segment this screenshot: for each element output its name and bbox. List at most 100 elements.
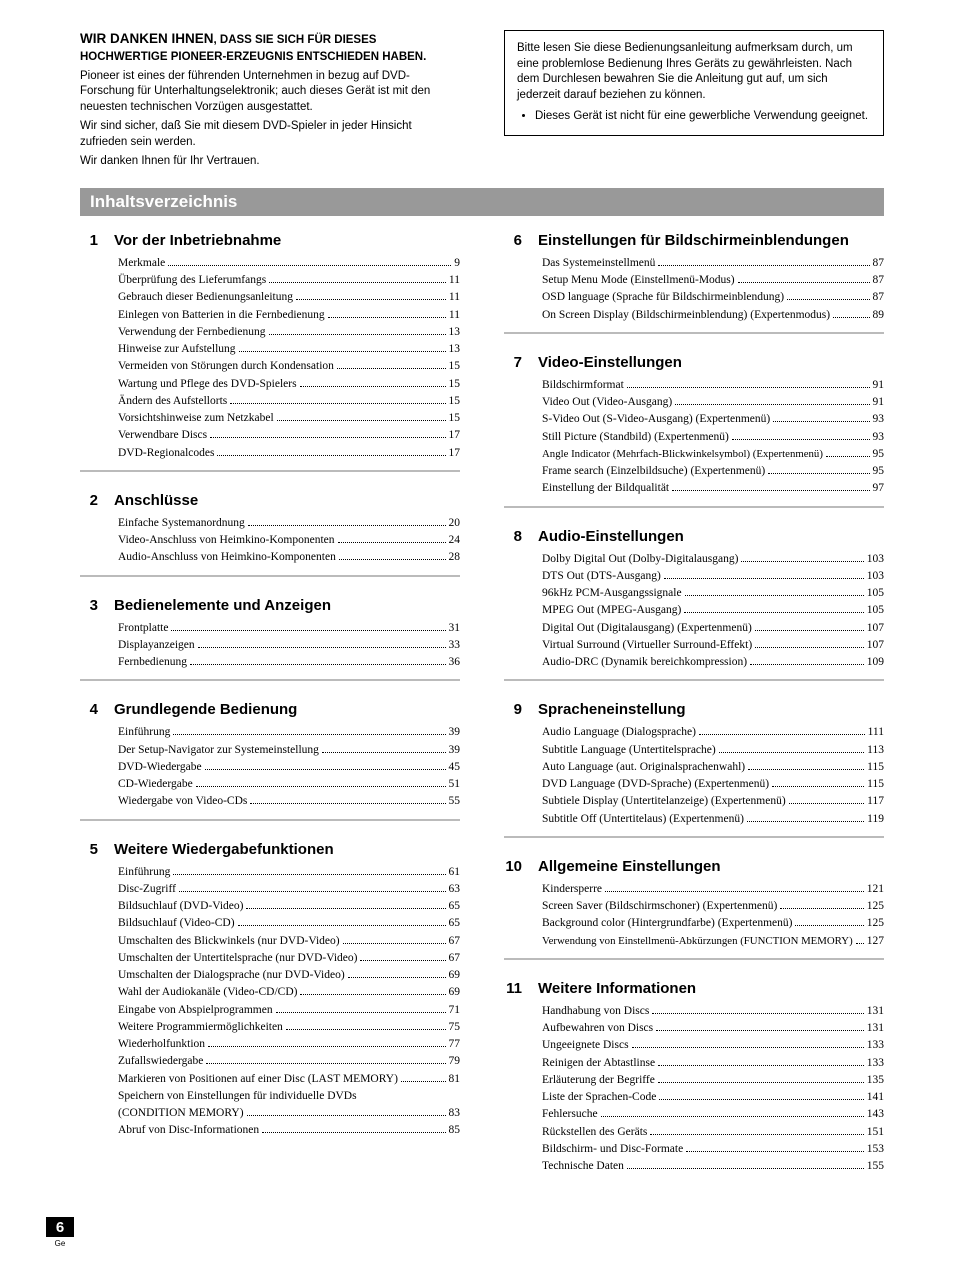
entry-label: Einstellung der Bildqualität (542, 480, 669, 497)
entry-page: 89 (873, 307, 885, 324)
entry-dots (328, 317, 446, 318)
toc-entry: Wiederholfunktion77 (118, 1036, 460, 1053)
entry-page: 87 (873, 255, 885, 272)
entry-dots (337, 368, 446, 369)
entry-dots (338, 542, 446, 543)
entry-page: 15 (449, 358, 461, 375)
entry-label: Audio Language (Dialogsprache) (542, 724, 696, 741)
toc-entry: DVD-Regionalcodes17 (118, 445, 460, 462)
section-number: 1 (80, 232, 98, 249)
entry-label: S-Video Out (S-Video-Ausgang) (Expertenm… (542, 411, 770, 428)
entry-page: 9 (454, 255, 460, 272)
entry-dots (768, 473, 869, 474)
section-title: Weitere Wiedergabefunktionen (114, 841, 460, 858)
entry-page: 67 (449, 950, 461, 967)
page-number-block: 6 Ge (46, 1217, 74, 1248)
section-entries: Merkmale 9Überprüfung des Lieferumfangs11… (80, 255, 460, 462)
entry-dots (190, 664, 446, 665)
toc-entry: DVD-Wiedergabe45 (118, 759, 460, 776)
toc-entry: Weitere Programmiermöglichkeiten75 (118, 1019, 460, 1036)
entry-dots (248, 525, 446, 526)
toc-entry: MPEG Out (MPEG-Ausgang)105 (542, 602, 884, 619)
entry-label: Zufallswiedergabe (118, 1053, 203, 1070)
header-left: WIR DANKEN IHNEN, DASS SIE SICH FÜR DIES… (80, 30, 460, 170)
entry-dots (773, 421, 869, 422)
section-title: Grundlegende Bedienung (114, 701, 460, 718)
toc-entry: Fernbedienung36 (118, 654, 460, 671)
entry-page: 87 (873, 289, 885, 306)
entry-page: 61 (449, 864, 461, 881)
toc-entry: Markieren von Positionen auf einer Disc … (118, 1071, 460, 1088)
toc-entry: Das Systemeinstellmenü87 (542, 255, 884, 272)
entry-dots (230, 403, 445, 404)
entry-page: 125 (867, 915, 884, 932)
entry-dots (632, 1047, 864, 1048)
entry-label: 96kHz PCM-Ausgangssignale (542, 585, 682, 602)
toc-entry: On Screen Display (Bildschirmeinblendung… (542, 307, 884, 324)
toc-entry: Virtual Surround (Virtueller Surround-Ef… (542, 637, 884, 654)
entry-label: Technische Daten (542, 1158, 624, 1175)
entry-label: Wiederholfunktion (118, 1036, 205, 1053)
entry-dots (789, 803, 865, 804)
entry-dots (276, 1012, 446, 1013)
toc-entry: Auto Language (aut. Originalsprachenwahl… (542, 759, 884, 776)
entry-page: 71 (449, 1002, 461, 1019)
toc-entry: Wahl der Audiokanäle (Video-CD/CD)69 (118, 984, 460, 1001)
entry-page: 69 (449, 967, 461, 984)
entry-dots (780, 908, 863, 909)
entry-dots (348, 977, 446, 978)
section-title: Video-Einstellungen (538, 354, 884, 371)
section-head: 9Spracheneinstellung (504, 701, 884, 718)
entry-dots (755, 647, 864, 648)
entry-dots (296, 299, 446, 300)
entry-dots (658, 265, 869, 266)
entry-label: Bildschirmformat (542, 377, 624, 394)
toc-section: 7Video-EinstellungenBildschirmformat91Vi… (504, 354, 884, 508)
entry-page: 111 (868, 724, 884, 741)
entry-label: Erläuterung der Begriffe (542, 1072, 655, 1089)
entry-dots (601, 1116, 864, 1117)
entry-label: Umschalten der Dialogsprache (nur DVD-Vi… (118, 967, 345, 984)
section-title: Allgemeine Einstellungen (538, 858, 884, 875)
section-head: 1Vor der Inbetriebnahme (80, 232, 460, 249)
entry-dots (269, 282, 446, 283)
entry-label: Audio-Anschluss von Heimkino-Komponenten (118, 549, 336, 566)
toc-entry: Liste der Sprachen-Code141 (542, 1089, 884, 1106)
toc-entry: Einlegen von Batterien in die Fernbedien… (118, 307, 460, 324)
entry-dots (322, 752, 446, 753)
intro-p3: Wir danken Ihnen für Ihr Vertrauen. (80, 154, 460, 170)
page-number: 6 (46, 1217, 74, 1237)
toc-entry: Audio-Anschluss von Heimkino-Komponenten… (118, 549, 460, 566)
toc-entry: Umschalten des Blickwinkels (nur DVD-Vid… (118, 933, 460, 950)
entry-label: Merkmale (118, 255, 165, 272)
entry-page: 153 (867, 1141, 884, 1158)
entry-label: Eingabe von Abspielprogrammen (118, 1002, 273, 1019)
entry-page: 109 (867, 654, 884, 671)
entry-label: Setup Menu Mode (Einstellmenü-Modus) (542, 272, 735, 289)
section-entries: Frontplatte31Displayanzeigen33Fernbedien… (80, 620, 460, 672)
entry-page: 55 (449, 793, 461, 810)
toc-entry: Überprüfung des Lieferumfangs11 (118, 272, 460, 289)
toc-entry: Setup Menu Mode (Einstellmenü-Modus)87 (542, 272, 884, 289)
entry-page: 93 (873, 411, 885, 428)
entry-dots (856, 943, 864, 944)
entry-label: DTS Out (DTS-Ausgang) (542, 568, 661, 585)
entry-page: 135 (867, 1072, 884, 1089)
entry-dots (672, 490, 869, 491)
toc-entry: Merkmale 9 (118, 255, 460, 272)
page-lang: Ge (46, 1239, 74, 1248)
toc-entry: Einfache Systemanordnung20 (118, 515, 460, 532)
section-entries: Einführung61Disc-Zugriff63Bildsuchlauf (… (80, 864, 460, 1140)
entry-label: Frontplatte (118, 620, 168, 637)
entry-label: Hinweise zur Aufstellung (118, 341, 236, 358)
toc-section: 5Weitere WiedergabefunktionenEinführung6… (80, 841, 460, 1140)
section-number: 2 (80, 492, 98, 509)
toc-entry: Background color (Hintergrundfarbe) (Exp… (542, 915, 884, 932)
entry-label: Subtiele Display (Untertitelanzeige) (Ex… (542, 793, 786, 810)
section-entries: Bildschirmformat91Video Out (Video-Ausga… (504, 377, 884, 498)
entry-page: 31 (449, 620, 461, 637)
toc-entry: Rückstellen des Geräts151 (542, 1124, 884, 1141)
entry-dots (247, 1115, 446, 1116)
toc-entry: Frame search (Einzelbildsuche) (Experten… (542, 463, 884, 480)
entry-dots (173, 874, 445, 875)
